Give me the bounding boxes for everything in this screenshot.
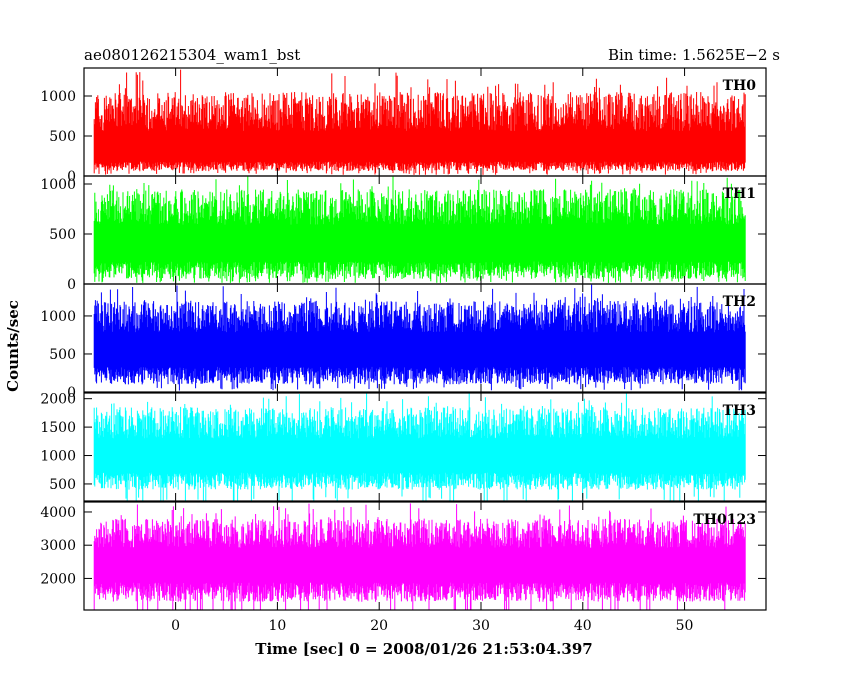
y-tick-label: 2000	[40, 392, 76, 408]
series-th0	[93, 69, 746, 175]
series-th1	[93, 176, 746, 283]
panel-frame	[83, 501, 767, 611]
series-th2	[93, 284, 746, 391]
panel-frame	[83, 283, 767, 393]
series-th3	[93, 393, 746, 501]
y-tick-label: 0	[67, 169, 76, 185]
panels-group: 0 500 1000 TH0 0 500 1000 TH1 0 500 1000 TH2 500 1000…	[40, 67, 767, 611]
y-tick-label: 500	[49, 129, 76, 145]
panel-th1: 0 500 1000 TH1	[40, 175, 767, 293]
y-tick-label: 4000	[40, 505, 76, 521]
y-tick-label: 2000	[40, 571, 76, 587]
panel-frame	[83, 392, 767, 502]
y-tick-label: 1500	[40, 420, 76, 436]
panel-label: TH3	[723, 403, 756, 419]
panel-label: TH1	[723, 186, 756, 202]
panel-th3: 500 1000 1500 2000 TH3	[40, 392, 767, 502]
y-tick-label: 0	[67, 385, 76, 401]
chart-title-right: Bin time: 1.5625E−2 s	[608, 46, 780, 64]
y-axis-label: Counts/sec	[4, 300, 22, 392]
y-tick-label: 500	[49, 477, 76, 493]
panel-label: TH0	[723, 78, 757, 94]
y-tick-label: 500	[49, 227, 76, 243]
y-tick-label: 1000	[40, 177, 76, 193]
y-tick-label: 0	[67, 277, 76, 293]
y-tick-label: 3000	[40, 538, 76, 554]
x-tick-labels: 0 10 20 30 40 50	[171, 618, 693, 634]
panel-th2: 0 500 1000 TH2	[40, 283, 767, 401]
x-tick-label: 20	[370, 618, 388, 634]
x-tick-label: 10	[268, 618, 286, 634]
y-tick-label: 1000	[40, 309, 76, 325]
x-tick-label: 0	[171, 618, 180, 634]
panel-label: TH0123	[693, 512, 756, 528]
y-tick-label: 1000	[40, 89, 76, 105]
x-tick-label: 50	[676, 618, 694, 634]
x-tick-label: 30	[472, 618, 490, 634]
chart-title-left: ae080126215304_wam1_bst	[84, 46, 300, 64]
y-tick-label: 1000	[40, 449, 76, 465]
y-tick-label: 500	[49, 347, 76, 363]
x-tick-label: 40	[574, 618, 592, 634]
panel-label: TH2	[723, 294, 756, 310]
series-th0123	[93, 503, 746, 610]
panel-th0123: 2000 3000 4000 TH0123	[40, 501, 767, 611]
x-axis-label: Time [sec] 0 = 2008/01/26 21:53:04.397	[255, 640, 592, 658]
panel-th0: 0 500 1000 TH0	[40, 67, 767, 185]
